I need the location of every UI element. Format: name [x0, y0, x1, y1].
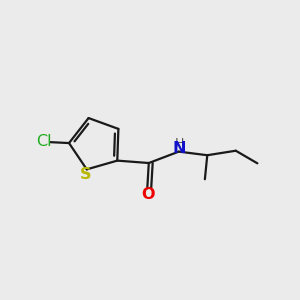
Text: H: H [175, 137, 184, 150]
Text: S: S [80, 167, 92, 182]
Text: N: N [173, 141, 186, 156]
Text: Cl: Cl [37, 134, 52, 149]
Text: O: O [141, 187, 154, 202]
